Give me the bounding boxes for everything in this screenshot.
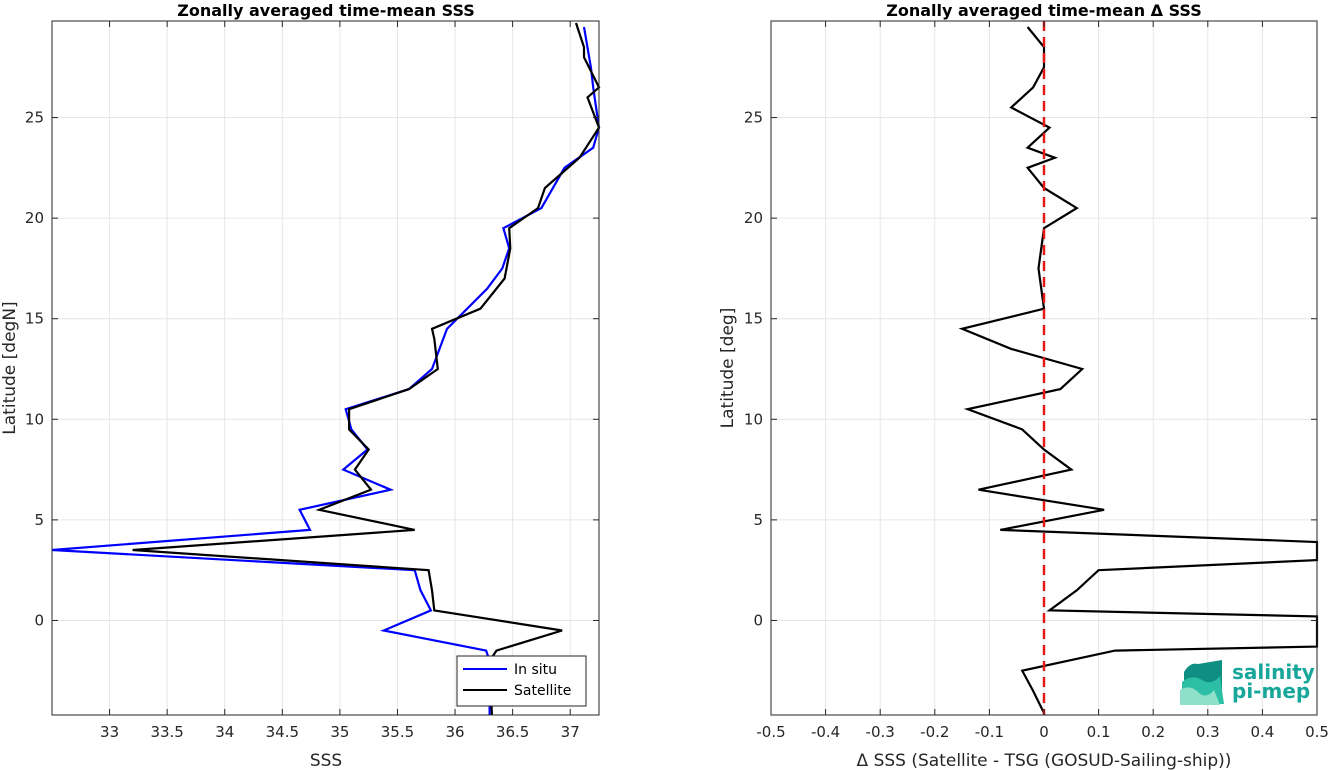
left-ticks: 33 33.5 34 34.5 35 35.5 36 36.5 37 0 5 10 15 20 25: [25, 21, 599, 741]
left-series-group: [51, 22, 601, 716]
salinity-pi-mep-logo: salinity pi-mep: [1180, 660, 1315, 705]
right-series-group: [958, 21, 1319, 715]
left-y-tick-label: 20: [25, 209, 44, 227]
left-x-tick-label: 35: [330, 723, 349, 741]
left-x-tick-label: 34.5: [266, 723, 299, 741]
right-grid: [770, 21, 1318, 715]
right-x-tick-label: -0.4: [811, 723, 840, 741]
left-chart-panel: Zonally averaged time-mean SSS 33 33.5 34 3…: [0, 1, 601, 770]
right-x-axis-label: Δ SSS (Satellite - TSG (GOSUD-Sailing-sh…: [857, 751, 1232, 770]
left-plot-area: [52, 21, 599, 715]
right-x-tick-label: 0.3: [1196, 723, 1220, 741]
legend-box: [456, 655, 587, 707]
right-x-tick-label: 0.1: [1087, 723, 1111, 741]
left-y-tick-label: 10: [25, 410, 44, 428]
left-chart-title: Zonally averaged time-mean SSS: [177, 1, 475, 20]
right-x-tick-label: 0.4: [1250, 723, 1274, 741]
right-y-tick-label: 5: [753, 511, 763, 529]
left-x-tick-label: 35.5: [381, 723, 414, 741]
right-x-tick-label: -0.5: [756, 723, 785, 741]
left-x-tick-label: 34: [215, 723, 234, 741]
left-y-tick-label: 25: [25, 109, 44, 127]
legend-entry-satellite: Satellite: [514, 683, 571, 699]
left-y-tick-label: 5: [34, 511, 44, 529]
legend-entry-in-situ: In situ: [514, 662, 557, 678]
right-chart-panel: Zonally averaged time-mean Δ SSS -0.5 -0.…: [718, 1, 1329, 770]
right-x-tick-label: -0.1: [975, 723, 1004, 741]
logo-text-salinity: salinity: [1232, 660, 1315, 684]
left-y-tick-label: 15: [25, 310, 44, 328]
left-series-satellite-line: [132, 22, 601, 716]
left-axes-box: [51, 20, 600, 716]
right-x-tick-label: 0: [1039, 723, 1049, 741]
left-x-tick-label: 36: [446, 723, 465, 741]
right-y-tick-label: 20: [744, 209, 763, 227]
wave-icon: [1180, 660, 1224, 705]
right-y-tick-label: 10: [744, 410, 763, 428]
right-y-tick-label: 0: [753, 611, 763, 629]
left-x-tick-label: 36.5: [496, 723, 529, 741]
right-ticks: -0.5 -0.4 -0.3 -0.2 -0.1 0 0.1 0.2 0.3 0.4 0.5 0 5 10…: [744, 21, 1329, 741]
left-grid: [52, 21, 599, 715]
legend: In situ Satellite: [456, 655, 587, 707]
right-series-delta-line: [958, 26, 1319, 714]
logo-text-pi-mep: pi-mep: [1232, 679, 1310, 703]
right-x-tick-label: -0.3: [866, 723, 895, 741]
left-x-axis-label: SSS: [310, 751, 342, 770]
left-x-tick-label: 33.5: [150, 723, 183, 741]
right-y-tick-label: 15: [744, 310, 763, 328]
right-y-tick-label: 25: [744, 109, 763, 127]
right-x-tick-label: 0.2: [1141, 723, 1165, 741]
right-x-tick-label: -0.2: [920, 723, 949, 741]
right-chart-title: Zonally averaged time-mean Δ SSS: [886, 1, 1202, 20]
left-y-tick-label: 0: [34, 611, 44, 629]
right-x-tick-label: 0.5: [1305, 723, 1329, 741]
left-x-tick-label: 37: [561, 723, 580, 741]
left-y-axis-label: Latitude [degN]: [0, 301, 20, 434]
right-y-axis-label: Latitude [deg]: [718, 308, 738, 429]
left-x-tick-label: 33: [100, 723, 119, 741]
